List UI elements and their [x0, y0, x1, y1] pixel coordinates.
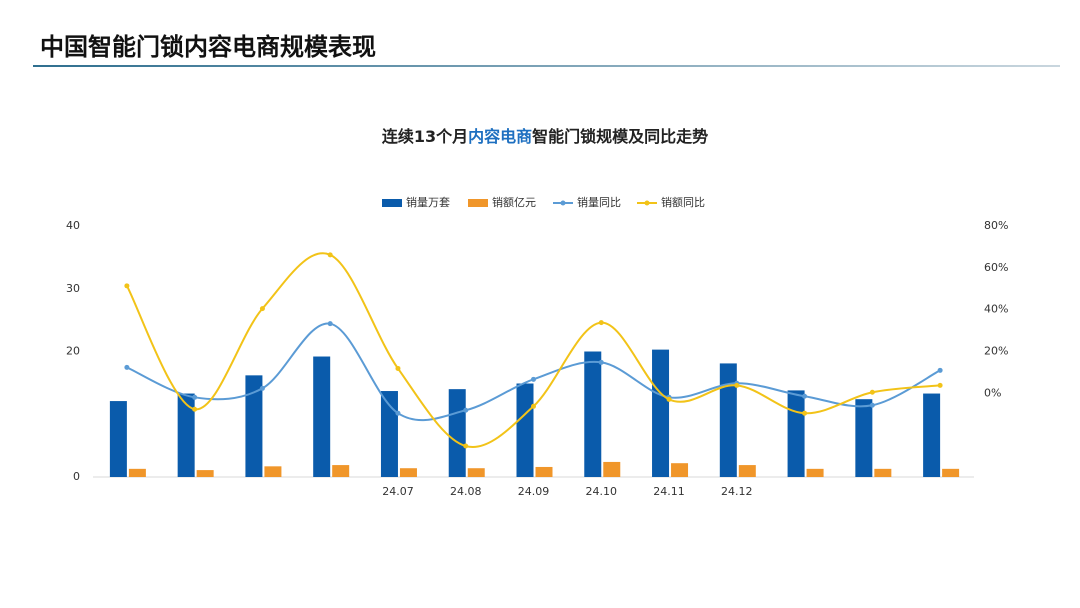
legend-swatch: [560, 200, 566, 206]
point: [531, 376, 536, 382]
point: [327, 321, 333, 327]
point: [463, 443, 469, 449]
bar: [535, 466, 553, 477]
bar: [671, 463, 689, 477]
x-tick-label: 24.07: [382, 485, 414, 498]
legend-label: 销额同比: [661, 195, 705, 209]
title-highlight: 内容电商: [468, 127, 532, 146]
point: [192, 406, 198, 412]
point: [869, 389, 875, 395]
bar: [380, 391, 398, 477]
bar: [787, 390, 805, 477]
y-tick-label: 0: [73, 470, 80, 483]
chart-title: 连续13个月内容电商智能门锁规模及同比走势: [382, 127, 708, 146]
point: [598, 359, 604, 365]
y2-tick-label: 80%: [984, 219, 1008, 232]
point: [937, 382, 943, 388]
legend-label: 销量同比: [577, 195, 621, 209]
bar: [467, 468, 485, 477]
y-tick-label: 20: [66, 345, 80, 358]
point: [395, 365, 401, 371]
point: [734, 382, 740, 388]
bar: [923, 393, 941, 477]
title-part: 连续13个月: [382, 127, 468, 146]
point: [395, 410, 401, 416]
legend-label: 销额亿元: [492, 195, 536, 209]
legend-label: 销量万套: [406, 195, 450, 209]
point: [531, 403, 536, 409]
header-rule: [33, 65, 1060, 67]
point: [124, 364, 130, 370]
bar: [855, 399, 873, 477]
bar: [942, 468, 960, 477]
bar: [584, 351, 602, 477]
x-tick-label: 24.11: [653, 485, 685, 498]
y2-tick-label: 20%: [984, 345, 1008, 358]
point: [598, 320, 604, 326]
point: [192, 394, 198, 400]
point: [259, 306, 265, 312]
bar: [516, 383, 534, 477]
y2-tick-label: 40%: [984, 303, 1008, 316]
bar: [738, 465, 756, 477]
x-tick-label: 24.09: [518, 485, 550, 498]
point: [802, 410, 808, 416]
point: [869, 402, 875, 408]
y2-tick-label: 0%: [984, 386, 1001, 399]
page-title: 中国智能门锁内容电商规模表现: [40, 33, 376, 61]
bar: [806, 468, 824, 477]
bar: [264, 466, 282, 477]
bar: [399, 468, 417, 477]
y2-tick-label: 60%: [984, 261, 1008, 274]
bar: [603, 461, 621, 477]
bar: [177, 393, 195, 477]
legend-swatch: [644, 200, 650, 206]
y-tick-label: 40: [66, 219, 80, 232]
bar: [652, 349, 670, 477]
bar: [719, 363, 737, 477]
bar: [109, 401, 127, 477]
title-part: 智能门锁规模及同比走势: [532, 127, 708, 146]
point: [259, 385, 265, 391]
bar: [313, 356, 331, 477]
bar: [196, 470, 214, 477]
legend-swatch: [382, 199, 402, 207]
bar: [874, 468, 892, 477]
bar: [448, 389, 466, 477]
bar: [245, 375, 263, 477]
y-tick-label: 30: [66, 282, 80, 295]
bar: [128, 468, 146, 477]
legend-swatch: [468, 199, 488, 207]
point: [666, 396, 672, 402]
point: [463, 407, 469, 413]
x-tick-label: 24.08: [450, 485, 482, 498]
line: [126, 252, 941, 449]
point: [802, 393, 808, 399]
bar: [332, 465, 350, 477]
x-tick-label: 24.12: [721, 485, 753, 498]
point: [327, 252, 333, 258]
point: [124, 283, 130, 289]
point: [937, 367, 943, 373]
x-tick-label: 24.10: [586, 485, 618, 498]
